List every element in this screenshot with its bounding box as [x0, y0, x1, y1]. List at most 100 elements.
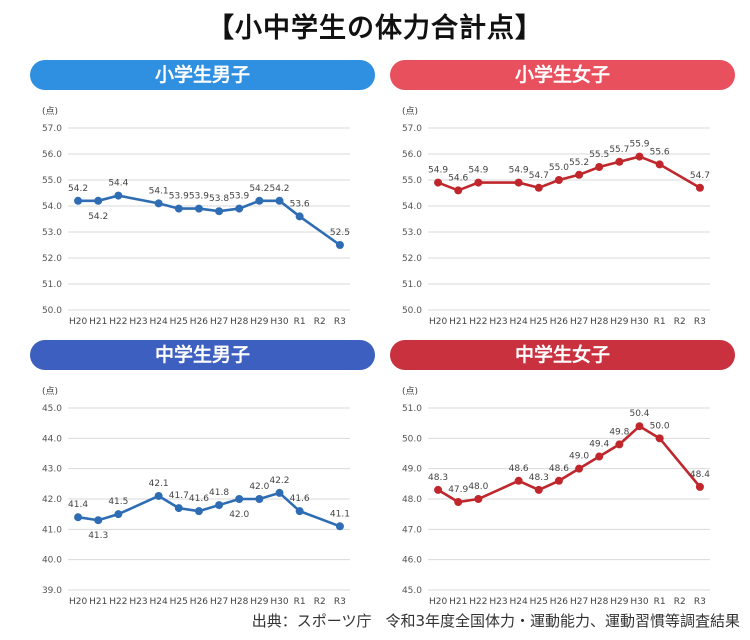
data-point — [595, 163, 604, 171]
y-tick-label: 53.0 — [42, 228, 62, 238]
y-tick-label: 54.0 — [42, 202, 62, 212]
chart-panel-junior-high-girls: 中学生女子 (点) 45.0 46.0 47.0 48.0 49.0 50.0 51.0 H20… — [390, 340, 735, 615]
x-tick-label: R3 — [694, 597, 706, 607]
data-point — [154, 491, 163, 500]
data-point — [255, 495, 264, 503]
y-tick-label: 48.0 — [402, 495, 422, 505]
data-point — [554, 176, 563, 184]
data-point — [434, 178, 443, 187]
y-tick-label: 41.0 — [42, 525, 62, 535]
chart-header: 中学生女子 — [390, 340, 735, 370]
x-tick-label: R1 — [294, 597, 306, 607]
data-label: 42.1 — [149, 479, 169, 489]
data-label: 53.6 — [290, 199, 310, 209]
data-point — [94, 196, 103, 205]
data-label: 41.5 — [108, 497, 128, 507]
data-label: 54.2 — [269, 184, 289, 194]
data-label: 41.3 — [88, 531, 108, 541]
data-point — [514, 178, 523, 187]
data-point — [154, 199, 163, 208]
y-tick-label: 51.0 — [402, 280, 422, 290]
data-label: 49.8 — [609, 427, 629, 437]
x-tick-label: H20 — [69, 597, 87, 607]
y-tick-label: 45.0 — [402, 586, 422, 596]
data-label: 55.9 — [629, 140, 649, 150]
y-tick-label: 53.0 — [402, 228, 422, 238]
data-point — [275, 488, 284, 497]
data-label: 47.9 — [448, 485, 468, 495]
data-label: 54.9 — [468, 166, 488, 176]
x-tick-label: R2 — [314, 597, 326, 607]
data-point — [554, 476, 563, 485]
data-point — [275, 196, 284, 205]
data-point — [655, 434, 664, 443]
data-point — [114, 510, 123, 519]
x-tick-label: R2 — [674, 597, 686, 607]
x-tick-label: H30 — [270, 317, 288, 327]
y-tick-label: 39.0 — [42, 586, 62, 596]
x-tick-label: H27 — [210, 317, 228, 327]
page-title: 【小中学生の体力合計点】 — [207, 13, 543, 44]
data-point — [114, 191, 123, 200]
data-point — [194, 507, 203, 516]
x-tick-label: H25 — [170, 317, 188, 327]
data-point — [575, 170, 584, 179]
data-label: 54.6 — [448, 173, 468, 183]
x-tick-label: H20 — [429, 317, 447, 327]
x-tick-label: H26 — [190, 317, 208, 327]
data-label: 55.2 — [569, 158, 589, 168]
data-point — [74, 513, 83, 522]
data-point — [174, 504, 183, 513]
x-tick-label: H25 — [170, 597, 188, 607]
data-label: 53.9 — [189, 192, 209, 202]
x-tick-label: H21 — [449, 597, 467, 607]
data-label: 55.5 — [589, 150, 609, 160]
chart-panel-elementary-girls: 小学生女子 (点) 50.0 51.0 52.0 53.0 54.0 55.0 56.0 57.… — [390, 60, 735, 335]
data-point — [615, 157, 624, 166]
x-tick-label: H22 — [469, 597, 487, 607]
x-tick-label: H29 — [250, 597, 268, 607]
data-point — [534, 183, 543, 192]
x-tick-label: H27 — [570, 597, 588, 607]
data-point — [235, 495, 244, 503]
x-tick-label: H26 — [190, 597, 208, 607]
data-point — [74, 196, 83, 205]
x-tick-label: R3 — [694, 317, 706, 327]
source-prefix: 出典：スポーツ庁 — [251, 612, 372, 630]
data-label: 52.5 — [330, 228, 350, 238]
data-label: 54.7 — [529, 171, 549, 181]
x-tick-label: H30 — [630, 317, 648, 327]
x-tick-label: H29 — [610, 317, 628, 327]
data-label: 55.7 — [609, 145, 629, 155]
chart-header: 小学生男子 — [30, 60, 375, 90]
data-point — [215, 501, 224, 510]
x-tick-label: H21 — [449, 317, 467, 327]
data-point — [295, 507, 304, 516]
x-tick-label: H21 — [89, 597, 107, 607]
x-tick-label: H24 — [510, 317, 528, 327]
data-label: 54.1 — [149, 186, 169, 196]
data-label: 48.3 — [529, 473, 549, 483]
line-chart-junior-high-boys: (点) 39.0 40.0 41.0 42.0 43.0 44.0 45.0 H20 H21 H22… — [42, 386, 350, 607]
line-chart-junior-high-girls: (点) 45.0 46.0 47.0 48.0 49.0 50.0 51.0 H20 H21 H22… — [402, 386, 710, 607]
data-point — [595, 452, 604, 461]
data-label: 49.0 — [569, 452, 589, 462]
y-tick-label: 43.0 — [42, 465, 62, 475]
data-point — [174, 204, 183, 213]
y-unit-label: (点) — [402, 386, 418, 397]
data-label: 53.9 — [229, 192, 249, 202]
x-tick-label: H20 — [429, 597, 447, 607]
data-label: 50.0 — [650, 421, 670, 431]
y-tick-label: 54.0 — [402, 202, 422, 212]
y-tick-label: 52.0 — [42, 254, 62, 264]
y-tick-label: 50.0 — [42, 306, 62, 316]
x-tick-label: H25 — [530, 597, 548, 607]
data-label: 53.8 — [209, 194, 229, 204]
y-tick-label: 44.0 — [42, 434, 62, 444]
data-point — [575, 464, 584, 473]
y-tick-label: 57.0 — [42, 124, 62, 134]
x-tick-label: R1 — [654, 317, 666, 327]
x-tick-label: H26 — [550, 317, 568, 327]
data-label: 48.4 — [690, 470, 710, 480]
data-label: 54.4 — [108, 179, 128, 189]
